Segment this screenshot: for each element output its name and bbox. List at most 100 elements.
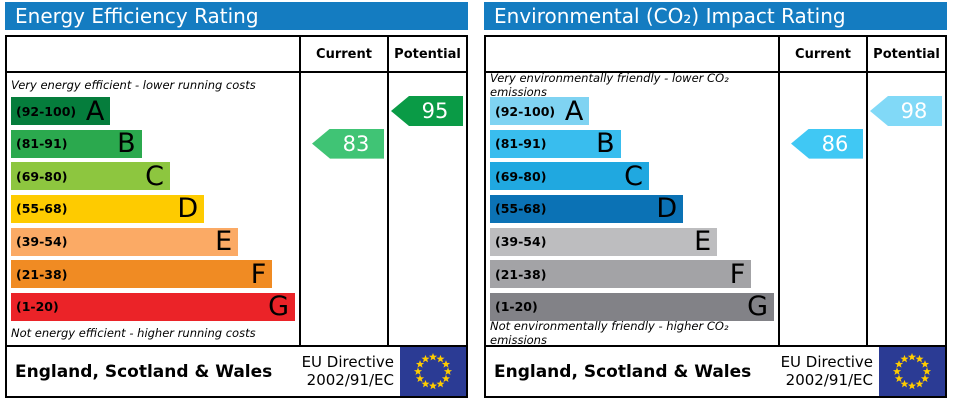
rating-scale-row: Very environmentally friendly - lower CO… bbox=[486, 71, 945, 347]
band-letter: G bbox=[268, 291, 289, 323]
band-letter: A bbox=[564, 95, 584, 127]
band-row-d: (55-68) D bbox=[11, 193, 295, 225]
band-letter: C bbox=[145, 160, 165, 192]
current-column-header: Current bbox=[778, 37, 866, 71]
band-range: (55-68) bbox=[16, 201, 68, 217]
band-list: (92-100) A (81-91) B (69-80) C (55-68) D (39… bbox=[490, 94, 774, 324]
energy-efficiency-chart: Energy Efficiency Rating Current Potenti… bbox=[5, 2, 468, 404]
eu-directive-label: EU Directive 2002/91/EC bbox=[780, 352, 873, 389]
band-c: (69-80) C bbox=[11, 160, 171, 192]
top-note: Very environmentally friendly - lower CO… bbox=[490, 71, 729, 99]
band-d: (55-68) D bbox=[490, 193, 684, 225]
band-letter: B bbox=[596, 128, 615, 160]
region-label: England, Scotland & Wales bbox=[15, 361, 273, 382]
band-letter: F bbox=[729, 258, 746, 290]
current-rating-arrow: 86 bbox=[791, 128, 863, 159]
potential-rating-value: 98 bbox=[900, 99, 928, 123]
potential-column-header: Potential bbox=[387, 37, 466, 71]
band-letter: D bbox=[177, 193, 199, 225]
potential-rating-arrow: 98 bbox=[870, 96, 942, 126]
bottom-note: Not energy efficient - higher running co… bbox=[11, 326, 256, 340]
band-scale-cell: Very energy efficient - lower running co… bbox=[7, 73, 299, 345]
band-range: (92-100) bbox=[16, 103, 77, 119]
band-b: (81-91) B bbox=[490, 128, 621, 160]
band-row-e: (39-54) E bbox=[490, 226, 774, 258]
band-letter: E bbox=[694, 226, 712, 258]
band-row-g: (1-20) G bbox=[11, 291, 295, 323]
band-range: (1-20) bbox=[495, 299, 538, 315]
eu-flag-svg bbox=[879, 347, 945, 396]
band-letter: C bbox=[624, 160, 644, 192]
band-letter: B bbox=[117, 128, 136, 160]
rating-scale-row: Very energy efficient - lower running co… bbox=[7, 73, 466, 345]
band-row-g: (1-20) G bbox=[490, 291, 774, 323]
band-range: (81-91) bbox=[495, 136, 547, 152]
band-range: (92-100) bbox=[495, 103, 556, 119]
band-list: (92-100) A (81-91) B (69-80) C (55-68) D (39… bbox=[11, 94, 295, 324]
band-range: (21-38) bbox=[16, 266, 68, 282]
band-range: (69-80) bbox=[495, 168, 547, 184]
band-e: (39-54) E bbox=[11, 226, 239, 258]
band-c: (69-80) C bbox=[490, 160, 650, 192]
current-rating-value: 86 bbox=[821, 131, 849, 156]
current-rating-value: 83 bbox=[342, 131, 370, 156]
band-range: (1-20) bbox=[16, 299, 59, 315]
band-row-d: (55-68) D bbox=[490, 193, 774, 225]
band-range: (81-91) bbox=[16, 136, 68, 152]
bottom-note: Not environmentally friendly - higher CO… bbox=[490, 319, 729, 347]
band-range: (55-68) bbox=[495, 201, 547, 217]
chart-footer: England, Scotland & Wales EU Directive 2… bbox=[7, 345, 466, 396]
eu-flag-icon bbox=[879, 347, 945, 396]
band-range: (39-54) bbox=[16, 234, 68, 250]
band-letter: F bbox=[250, 258, 267, 290]
band-scale-cell: Very environmentally friendly - lower CO… bbox=[486, 71, 778, 347]
header-spacer-cell bbox=[486, 37, 778, 71]
band-letter: A bbox=[85, 95, 105, 127]
band-row-b: (81-91) B bbox=[490, 128, 774, 160]
potential-rating-arrow: 95 bbox=[391, 96, 463, 126]
band-b: (81-91) B bbox=[11, 128, 142, 160]
environmental-impact-chart: Environmental (CO₂) Impact Rating Curren… bbox=[484, 2, 947, 404]
potential-value-cell: 98 bbox=[866, 73, 945, 345]
band-f: (21-38) F bbox=[490, 258, 752, 290]
band-row-a: (92-100) A bbox=[490, 97, 774, 125]
eu-flag-svg bbox=[400, 347, 466, 396]
chart-footer: England, Scotland & Wales EU Directive 2… bbox=[486, 345, 945, 396]
band-row-c: (69-80) C bbox=[490, 160, 774, 192]
column-header-row: Current Potential bbox=[7, 37, 466, 73]
band-g: (1-20) G bbox=[11, 291, 295, 323]
top-note: Very energy efficient - lower running co… bbox=[11, 78, 256, 92]
column-header-row: Current Potential bbox=[486, 37, 945, 73]
chart-title: Energy Efficiency Rating bbox=[15, 4, 259, 28]
band-letter: D bbox=[656, 193, 678, 225]
band-row-e: (39-54) E bbox=[11, 226, 295, 258]
band-row-f: (21-38) F bbox=[490, 258, 774, 290]
environmental-title-bar: Environmental (CO₂) Impact Rating bbox=[484, 2, 947, 30]
band-d: (55-68) D bbox=[11, 193, 205, 225]
potential-value-cell: 95 bbox=[387, 73, 466, 345]
band-range: (21-38) bbox=[495, 266, 547, 282]
eu-flag-icon bbox=[400, 347, 466, 396]
band-row-b: (81-91) B bbox=[11, 128, 295, 160]
chart-title: Environmental (CO₂) Impact Rating bbox=[494, 4, 846, 28]
band-e: (39-54) E bbox=[490, 226, 718, 258]
band-range: (39-54) bbox=[495, 234, 547, 250]
band-letter: G bbox=[747, 291, 768, 323]
header-spacer-cell bbox=[7, 37, 299, 71]
band-row-a: (92-100) A bbox=[11, 97, 295, 125]
energy-title-bar: Energy Efficiency Rating bbox=[5, 2, 468, 30]
current-rating-arrow: 83 bbox=[312, 128, 384, 159]
region-label: England, Scotland & Wales bbox=[494, 361, 752, 382]
band-letter: E bbox=[215, 226, 233, 258]
band-g: (1-20) G bbox=[490, 291, 774, 323]
eu-directive-label: EU Directive 2002/91/EC bbox=[301, 352, 394, 389]
environmental-chart-box: Current Potential Very environmentally f… bbox=[484, 35, 947, 398]
current-column-header: Current bbox=[299, 37, 387, 71]
band-f: (21-38) F bbox=[11, 258, 273, 290]
band-row-f: (21-38) F bbox=[11, 258, 295, 290]
potential-column-header: Potential bbox=[866, 37, 945, 71]
band-a: (92-100) A bbox=[490, 95, 590, 127]
current-value-cell: 83 bbox=[299, 73, 387, 345]
band-row-c: (69-80) C bbox=[11, 160, 295, 192]
